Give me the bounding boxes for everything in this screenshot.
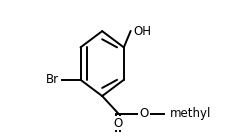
Text: methyl: methyl [169,107,210,120]
Text: O: O [139,107,148,120]
Text: O: O [113,117,122,130]
Text: Br: Br [46,73,59,86]
Text: OH: OH [133,25,151,38]
